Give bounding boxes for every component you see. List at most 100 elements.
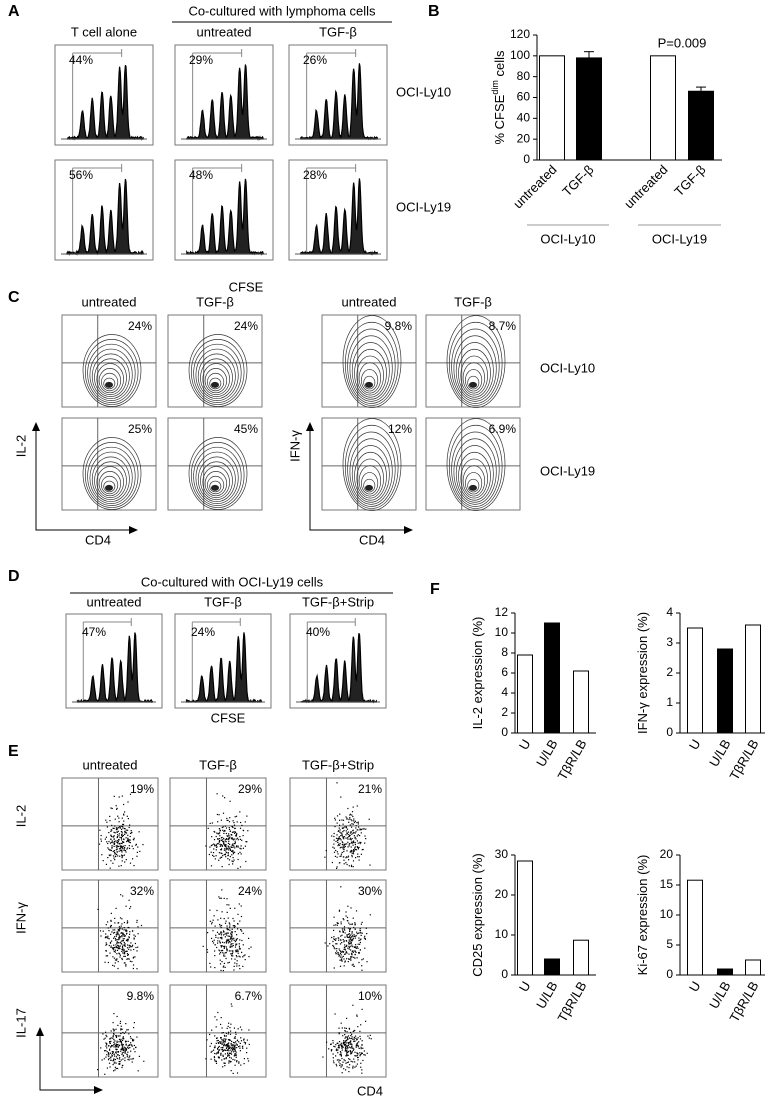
dot xyxy=(227,932,229,934)
dot xyxy=(222,1032,224,1034)
column-header: T cell alone xyxy=(71,24,137,39)
dot xyxy=(348,945,350,947)
dot xyxy=(227,858,229,860)
dot xyxy=(221,949,223,952)
dot xyxy=(219,1042,221,1044)
dot xyxy=(126,1053,128,1055)
dot xyxy=(359,943,361,945)
dot xyxy=(218,840,221,842)
dot xyxy=(231,831,234,833)
contour-core xyxy=(105,484,113,491)
dot xyxy=(353,1036,355,1038)
dot xyxy=(114,842,116,844)
dot xyxy=(209,909,211,911)
dot xyxy=(232,857,234,859)
dot xyxy=(225,856,227,858)
dot xyxy=(121,845,123,848)
dot xyxy=(127,818,129,820)
dot xyxy=(119,1035,121,1037)
dot xyxy=(104,1050,106,1052)
dot xyxy=(216,1019,218,1021)
dot xyxy=(344,1027,346,1029)
dot xyxy=(348,1071,350,1073)
dot xyxy=(358,846,360,848)
dot xyxy=(118,1063,120,1065)
dot xyxy=(231,953,233,955)
dot xyxy=(116,931,118,933)
dot xyxy=(357,823,359,825)
contour xyxy=(356,355,384,396)
dot xyxy=(231,958,233,960)
dot xyxy=(118,796,120,798)
dot xyxy=(112,929,114,931)
dot xyxy=(347,807,349,810)
dot xyxy=(348,941,350,943)
dot xyxy=(214,944,216,946)
dot xyxy=(107,1045,110,1047)
dot xyxy=(122,1036,124,1038)
plot-frame xyxy=(169,984,267,1078)
dot xyxy=(223,947,225,949)
dot xyxy=(360,932,362,934)
dot xyxy=(120,1028,122,1030)
dot xyxy=(125,851,127,853)
dot xyxy=(331,861,333,864)
dot xyxy=(229,836,231,838)
dot xyxy=(338,909,341,911)
dot xyxy=(224,825,226,827)
dot xyxy=(122,949,124,951)
dot xyxy=(345,1036,347,1038)
dot xyxy=(241,824,243,826)
dot xyxy=(352,815,354,818)
dot xyxy=(116,958,118,960)
dot xyxy=(127,958,129,960)
dot xyxy=(230,1070,232,1072)
dot xyxy=(233,859,235,861)
dot xyxy=(348,939,350,941)
dot xyxy=(110,1040,112,1042)
dot xyxy=(116,836,119,838)
dot xyxy=(214,1060,216,1062)
dot xyxy=(339,1044,341,1046)
dot xyxy=(359,1055,361,1057)
dot xyxy=(332,1053,334,1055)
dot xyxy=(222,1054,224,1056)
dot xyxy=(351,811,354,813)
dot xyxy=(111,1052,113,1054)
dot xyxy=(128,1059,130,1061)
dot xyxy=(229,847,231,849)
dot xyxy=(223,955,225,957)
dot xyxy=(234,931,236,933)
dot xyxy=(338,939,340,941)
y-tick-label: 10 xyxy=(495,625,509,639)
dot xyxy=(355,831,357,833)
dot xyxy=(225,1047,228,1049)
dot xyxy=(110,829,112,831)
contour xyxy=(455,445,494,503)
dot xyxy=(342,846,344,848)
dot xyxy=(353,1038,355,1040)
dot xyxy=(343,958,345,960)
dot xyxy=(337,838,339,840)
dot xyxy=(248,956,250,958)
dot xyxy=(219,828,221,830)
dot xyxy=(116,1057,118,1060)
dot xyxy=(119,827,121,829)
dot xyxy=(128,1057,130,1059)
dot xyxy=(108,1055,110,1057)
dot xyxy=(117,845,119,847)
dot xyxy=(359,941,361,944)
dot xyxy=(117,929,119,931)
dot xyxy=(244,821,246,823)
dot xyxy=(227,819,229,821)
dot xyxy=(236,1060,238,1062)
dot xyxy=(112,836,114,838)
dot xyxy=(119,941,122,943)
dot xyxy=(225,841,227,843)
dot xyxy=(345,1047,347,1049)
dot xyxy=(223,1034,226,1036)
dot xyxy=(348,859,350,861)
dot xyxy=(353,926,355,929)
dot xyxy=(113,845,115,847)
dot xyxy=(214,950,216,952)
